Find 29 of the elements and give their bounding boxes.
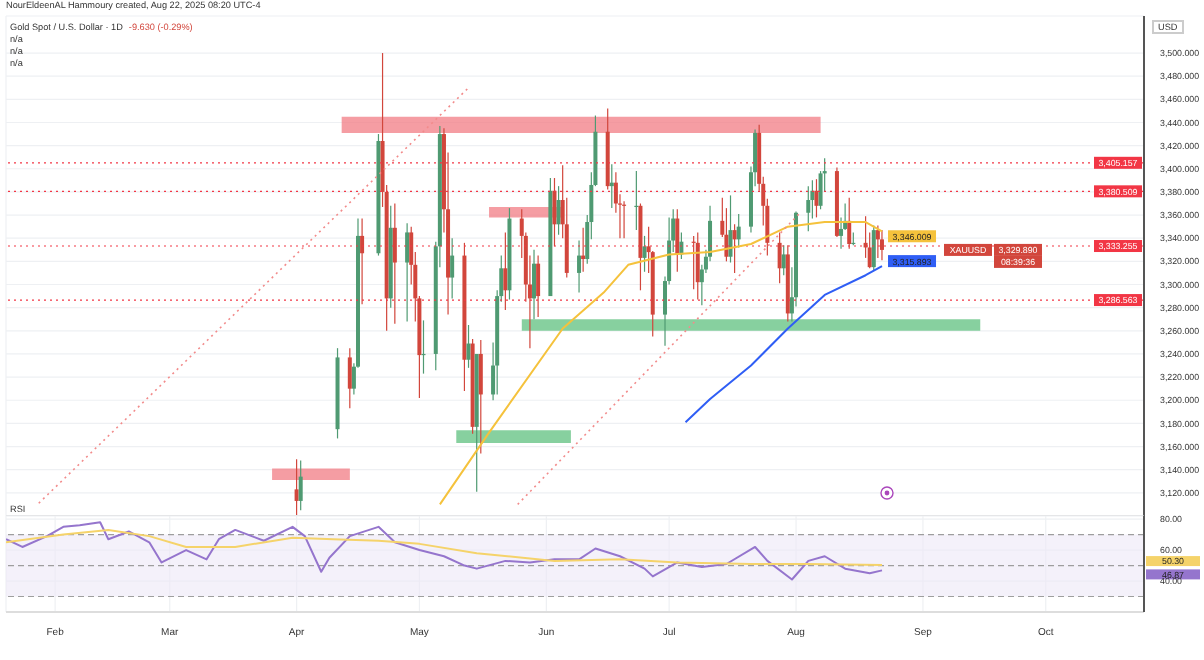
line-series [438,221,884,506]
candlestick [360,217,365,305]
line-series [6,528,884,567]
candlestick [777,231,782,284]
candlestick [503,231,508,311]
candlestick [879,229,884,261]
candlestick [806,185,811,232]
candlestick [736,213,741,249]
line-series [684,265,884,424]
candlestick [781,244,786,276]
candlestick [875,224,880,259]
candlestick [405,222,410,323]
candlestick [478,339,483,455]
candlestick [347,347,352,409]
candlestick [556,185,561,236]
candlestick [577,239,582,294]
line-series [6,521,884,581]
candlestick [450,237,455,299]
candlestick [536,254,541,318]
candlestick [728,194,733,264]
candlestick [298,459,303,511]
candlestick [642,235,647,273]
candlestick [732,223,737,274]
candlestick [675,208,680,273]
candlestick [814,178,819,218]
candlestick [695,231,700,301]
candlestick [466,324,471,369]
candlestick [552,177,557,247]
candlestick [294,458,299,516]
